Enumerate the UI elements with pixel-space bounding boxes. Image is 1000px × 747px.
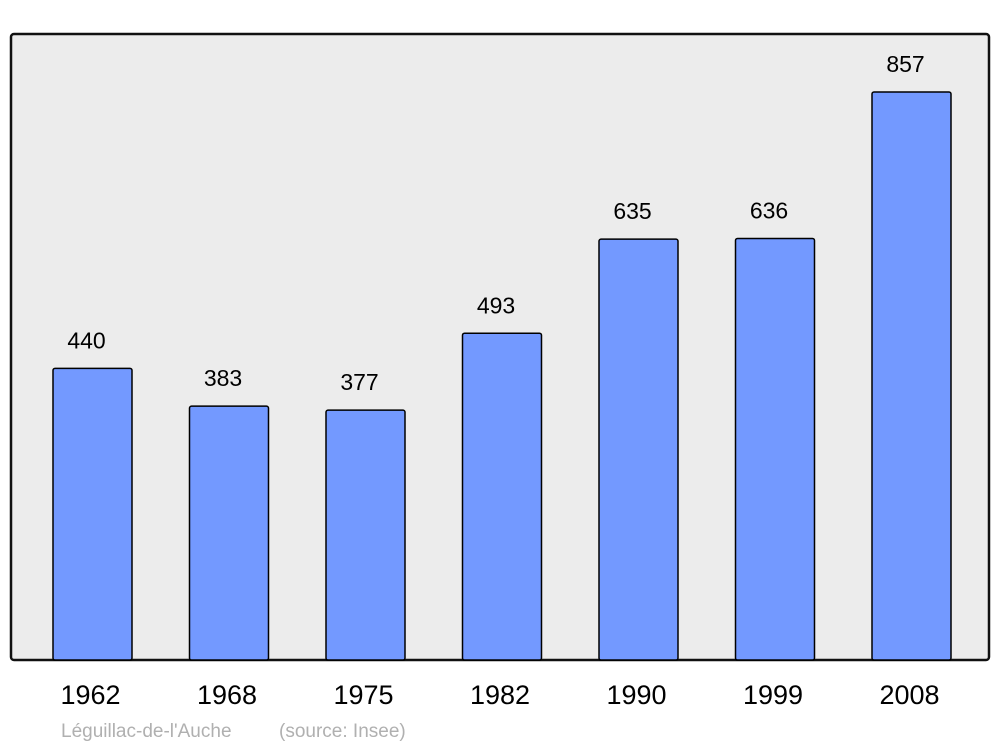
x-tick-label: 1975 — [333, 680, 393, 710]
bar-1968 — [188, 405, 270, 661]
bar-1975 — [325, 409, 406, 661]
bar-1999 — [734, 237, 816, 661]
x-tick-label: 1999 — [743, 680, 803, 710]
data-label: 493 — [477, 292, 515, 318]
data-label: 857 — [886, 51, 924, 77]
x-tick-label: 1990 — [606, 680, 666, 710]
bar-1982 — [461, 332, 543, 661]
data-label: 440 — [67, 327, 105, 353]
bar-1990 — [598, 238, 679, 661]
x-tick-label: 2008 — [879, 680, 939, 710]
bar-2008 — [871, 91, 952, 661]
x-tick-label: 1982 — [470, 680, 530, 710]
footer-source: (source: Insee) — [279, 721, 406, 742]
data-label: 636 — [750, 197, 788, 223]
x-tick-label: 1968 — [197, 680, 257, 710]
footer-place: Léguillac-de-l'Auche — [61, 721, 232, 742]
bar-1962 — [52, 367, 133, 661]
data-label: 635 — [613, 198, 651, 224]
data-label: 377 — [340, 369, 378, 395]
data-label: 383 — [204, 365, 242, 391]
x-tick-label: 1962 — [60, 680, 120, 710]
